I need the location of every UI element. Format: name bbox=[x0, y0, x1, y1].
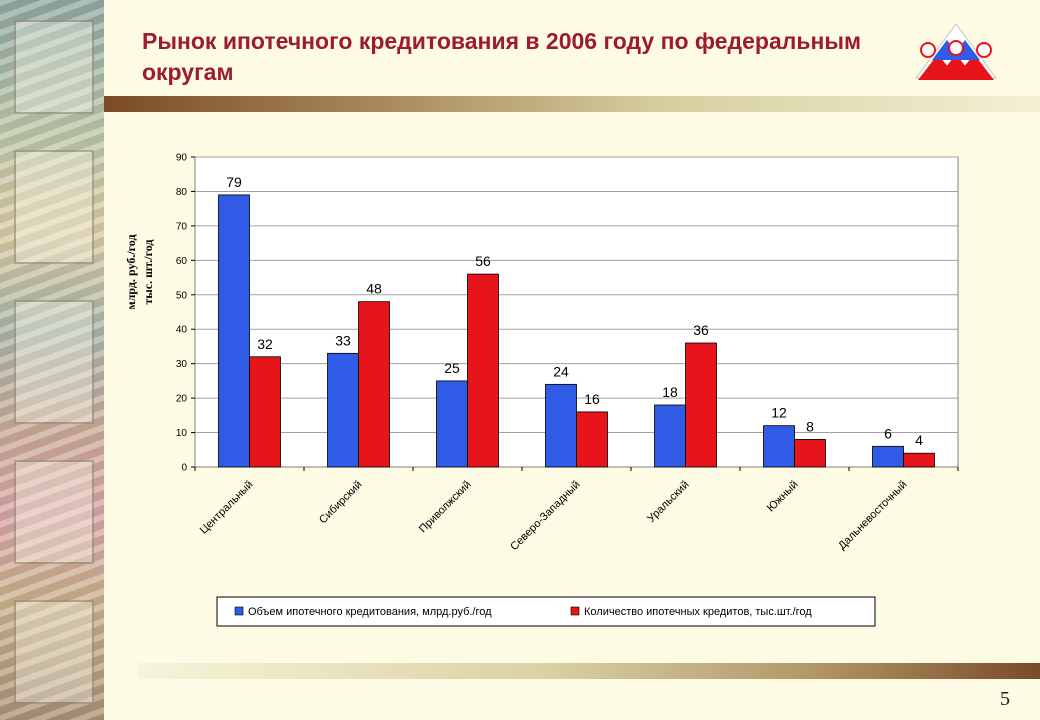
x-tick-label: Сибирский bbox=[317, 479, 365, 527]
y-tick-label: 80 bbox=[176, 187, 188, 198]
bar-series-1 bbox=[872, 445, 904, 468]
x-tick-label: Уральский bbox=[645, 479, 691, 525]
x-tick-label: Северо-Западный bbox=[508, 479, 582, 553]
data-label: 4 bbox=[915, 432, 923, 448]
page-number: 5 bbox=[1000, 688, 1010, 710]
banknote-image bbox=[14, 600, 94, 704]
bar-chart: 0 10 20 30 40 50 60 70 80 90 млрд. руб./год тыс. ш… bbox=[124, 153, 959, 627]
bar-series-2 bbox=[685, 342, 717, 468]
bar-series-1 bbox=[654, 404, 686, 468]
data-label: 24 bbox=[553, 363, 569, 379]
bar-series-2 bbox=[576, 411, 608, 468]
legend-entry: Количество ипотечных кредитов, тыс.шт./г… bbox=[584, 606, 812, 618]
bar-series-2 bbox=[794, 439, 826, 468]
data-label: 56 bbox=[475, 253, 491, 269]
data-label: 32 bbox=[257, 336, 273, 352]
logo-icon bbox=[915, 23, 997, 80]
bar-series-2 bbox=[249, 356, 281, 468]
y-axis-label-line: тыс. шт./год bbox=[141, 240, 155, 305]
bar-series-1 bbox=[327, 352, 359, 468]
y-axis-label-line: млрд. руб./год bbox=[124, 234, 138, 309]
x-tick-label: Дальневосточный bbox=[836, 479, 909, 552]
y-tick-label: 30 bbox=[176, 359, 188, 370]
bar-series-2 bbox=[467, 273, 499, 468]
x-tick-label: Южный bbox=[765, 479, 801, 515]
legend-swatch bbox=[570, 606, 580, 616]
slide-title: Рынок ипотечного кредитования в 2006 год… bbox=[142, 28, 862, 85]
y-axis-label: млрд. руб./год тыс. шт./год bbox=[124, 234, 155, 309]
banknote-image bbox=[14, 150, 94, 264]
bars: 79 32 33 48 25 56 24 16 18 36 12 8 6 4 bbox=[218, 174, 935, 468]
legend-box bbox=[216, 596, 876, 627]
x-tick-label: Центральный bbox=[198, 479, 256, 537]
data-label: 16 bbox=[584, 391, 600, 407]
legend: Объем ипотечного кредитования, млрд.руб.… bbox=[216, 596, 876, 627]
data-label: 48 bbox=[366, 281, 382, 297]
data-label: 6 bbox=[884, 425, 892, 441]
bar-series-1 bbox=[436, 380, 468, 468]
banknote-image bbox=[14, 300, 94, 424]
y-tick-label: 40 bbox=[176, 325, 188, 336]
legend-swatch bbox=[234, 606, 244, 616]
data-label: 25 bbox=[444, 360, 460, 376]
x-tick-label: Приволжский bbox=[417, 479, 474, 536]
y-tick-label: 90 bbox=[176, 153, 188, 164]
data-label: 79 bbox=[226, 174, 242, 190]
y-axis-ticks: 0 10 20 30 40 50 60 70 80 90 bbox=[176, 153, 195, 474]
y-tick-label: 60 bbox=[176, 256, 188, 267]
data-label: 12 bbox=[771, 405, 787, 421]
decorative-banknotes-strip bbox=[0, 0, 104, 720]
data-label: 8 bbox=[806, 418, 814, 434]
bar-series-1 bbox=[763, 425, 795, 468]
y-tick-label: 0 bbox=[181, 463, 187, 474]
x-axis-labels: Центральный Сибирский Приволжский Северо-За… bbox=[194, 467, 959, 553]
decorative-band bbox=[138, 663, 1040, 679]
y-tick-label: 20 bbox=[176, 394, 188, 405]
decorative-band bbox=[104, 96, 1040, 112]
bar-series-1 bbox=[545, 383, 577, 468]
data-label: 18 bbox=[662, 384, 678, 400]
data-label: 36 bbox=[693, 322, 709, 338]
bar-series-2 bbox=[358, 301, 390, 468]
banknote-image bbox=[14, 20, 94, 114]
banknote-image bbox=[14, 460, 94, 564]
bar-series-2 bbox=[903, 452, 935, 468]
data-label: 33 bbox=[335, 332, 351, 348]
y-tick-label: 70 bbox=[176, 221, 188, 232]
y-tick-label: 10 bbox=[176, 428, 188, 439]
y-tick-label: 50 bbox=[176, 290, 188, 301]
bar-series-1 bbox=[218, 194, 250, 468]
legend-entry: Объем ипотечного кредитования, млрд.руб.… bbox=[248, 606, 492, 618]
